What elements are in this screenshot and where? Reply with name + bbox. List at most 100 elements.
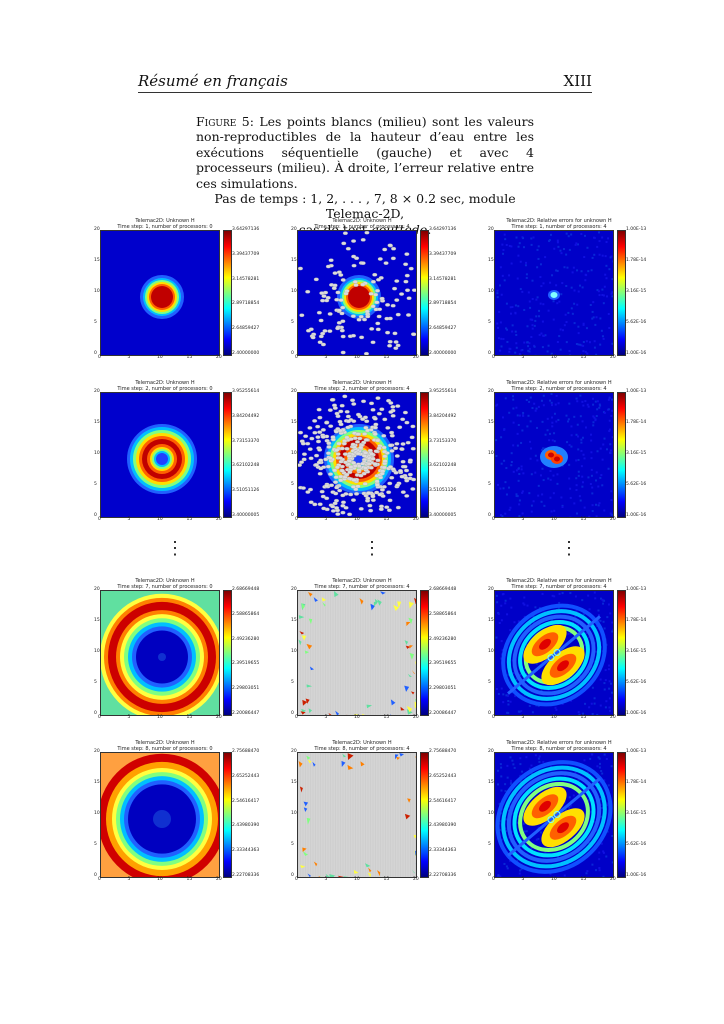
noise-cell: [516, 860, 519, 863]
reproducible-patch: [407, 798, 411, 803]
noise-cell: [609, 451, 612, 454]
non-reproducible-point: [324, 496, 330, 501]
noise-cell: [558, 300, 561, 303]
noise-cell: [515, 493, 518, 496]
noise-cell: [504, 481, 507, 484]
noise-cell: [525, 830, 528, 833]
non-reproducible-point: [389, 433, 395, 438]
noise-cell: [571, 312, 574, 315]
non-reproducible-point: [308, 500, 314, 505]
noise-cell: [514, 695, 517, 698]
reproducible-patch: [395, 754, 399, 760]
colorbar-tick-label: 3.51051126: [429, 488, 457, 494]
noise-cell: [496, 289, 499, 292]
noise-cell: [523, 615, 526, 618]
non-reproducible-point: [317, 472, 323, 476]
non-reproducible-point: [389, 449, 395, 453]
noise-cell: [552, 714, 555, 715]
noise-cell: [556, 473, 559, 476]
noise-cell: [536, 296, 539, 299]
colorbar: [617, 230, 626, 356]
noise-cell: [510, 464, 513, 467]
noise-cell: [582, 344, 585, 347]
colorbar-tick-label: 2.58865864: [232, 611, 260, 617]
non-reproducible-point: [369, 401, 374, 406]
noise-cell: [564, 313, 567, 316]
noise-cell: [514, 351, 517, 354]
noise-cell: [568, 463, 571, 466]
y-tick-label: 20: [291, 227, 297, 232]
noise-cell: [537, 494, 540, 497]
noise-cell: [499, 514, 502, 517]
noise-cell: [598, 231, 601, 234]
non-reproducible-point: [400, 459, 406, 464]
reproducible-patch: [377, 599, 382, 606]
noise-cell: [606, 616, 609, 619]
noise-cell: [608, 430, 611, 433]
noise-cell: [568, 806, 571, 809]
panel-title: Telemac2D: Unknown H Time step: 2, number…: [100, 380, 230, 392]
colorbar-tick-label: 3.39437709: [429, 251, 457, 257]
noise-cell: [607, 312, 610, 315]
noise-cell: [506, 867, 509, 870]
noise-cell: [500, 812, 503, 815]
colorbar-tick-label: 2.65252443: [429, 773, 457, 779]
noise-cell: [570, 434, 573, 437]
non-reproducible-point: [337, 419, 343, 424]
non-reproducible-point: [318, 318, 324, 323]
noise-cell: [522, 237, 525, 240]
noise-cell: [599, 619, 602, 622]
non-reproducible-point: [388, 443, 393, 448]
reproducible-patch: [399, 753, 404, 757]
non-reproducible-point: [410, 446, 416, 451]
noise-cell: [542, 479, 545, 482]
reproducible-patch: [393, 604, 399, 612]
noise-cell: [591, 310, 594, 313]
noise-cell: [586, 352, 589, 355]
non-reproducible-point: [363, 466, 368, 470]
non-reproducible-point: [372, 462, 378, 466]
non-reproducible-point: [381, 445, 387, 450]
colorbar-tick-label: 2.40000000: [232, 351, 260, 356]
reproducible-patch: [353, 869, 359, 874]
noise-cell: [569, 496, 572, 499]
noise-cell: [519, 869, 522, 872]
panel-title-line1: Telemac2D: Unknown H: [332, 380, 392, 386]
noise-cell: [547, 344, 550, 347]
figure-panel: Telemac2D: Unknown H Time step: 1, number…: [291, 218, 487, 368]
noise-cell: [544, 433, 547, 436]
noise-cell: [565, 253, 568, 256]
noise-cell: [501, 274, 504, 277]
non-reproducible-point: [390, 256, 396, 261]
noise-cell: [598, 762, 601, 765]
non-reproducible-point: [309, 436, 315, 441]
noise-cell: [577, 325, 580, 328]
colorbar: [420, 230, 429, 356]
contour-ring: [348, 286, 370, 308]
noise-cell: [514, 304, 517, 307]
non-reproducible-point: [320, 298, 326, 303]
noise-cell: [598, 406, 601, 409]
plot-canvas: [495, 753, 613, 877]
noise-cell: [502, 249, 505, 252]
noise-cell: [603, 688, 606, 691]
noise-cell: [598, 858, 601, 861]
non-reproducible-point: [319, 291, 325, 295]
colorbar-tick-label: 1.00E-13: [626, 749, 647, 754]
center-spot: [158, 653, 166, 661]
colorbar-tick-label: 2.75688470: [429, 749, 457, 754]
noise-cell: [582, 404, 585, 407]
figure-label: Figure 5:: [196, 114, 254, 129]
non-reproducible-point: [379, 488, 385, 492]
water-height-plot: [297, 590, 417, 716]
noise-cell: [555, 394, 558, 397]
noise-cell: [509, 597, 512, 600]
reproducible-patch: [302, 699, 308, 706]
reproducible-patch: [390, 699, 396, 706]
reproducible-patch: [298, 639, 302, 646]
non-reproducible-point: [404, 252, 410, 256]
noise-cell: [534, 319, 537, 322]
noise-cell: [499, 266, 502, 269]
non-reproducible-point: [327, 456, 333, 460]
noise-cell: [523, 341, 526, 344]
